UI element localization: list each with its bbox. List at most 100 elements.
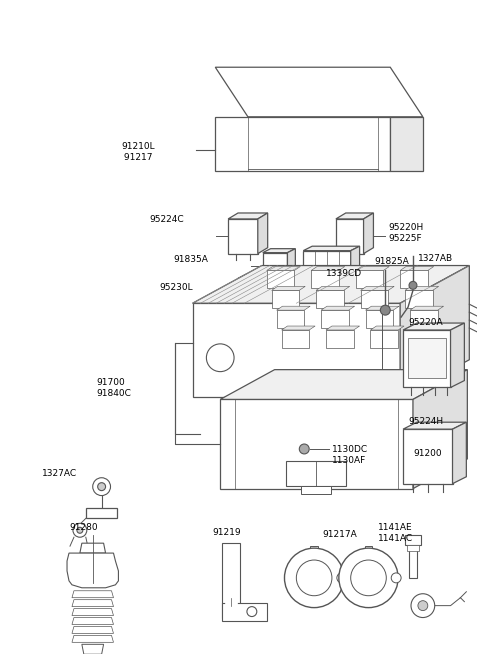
Polygon shape <box>410 306 444 310</box>
Polygon shape <box>192 265 469 304</box>
Polygon shape <box>72 608 113 616</box>
Polygon shape <box>288 249 295 279</box>
Polygon shape <box>403 330 451 388</box>
Text: 1339CD: 1339CD <box>326 269 362 277</box>
Polygon shape <box>263 253 288 279</box>
Bar <box>310 546 318 558</box>
Polygon shape <box>336 219 363 254</box>
Text: 91835A: 91835A <box>174 255 209 263</box>
Polygon shape <box>82 645 104 654</box>
Circle shape <box>247 606 257 616</box>
Bar <box>409 543 417 578</box>
Polygon shape <box>321 306 355 310</box>
Bar <box>364 546 372 558</box>
Circle shape <box>409 281 417 289</box>
Polygon shape <box>264 274 273 308</box>
Polygon shape <box>316 290 344 308</box>
Bar <box>222 543 240 618</box>
Circle shape <box>296 560 332 596</box>
Polygon shape <box>238 279 264 308</box>
Text: 91200: 91200 <box>413 449 442 458</box>
Polygon shape <box>415 330 443 348</box>
Polygon shape <box>400 265 469 397</box>
Polygon shape <box>303 251 351 281</box>
Circle shape <box>285 548 344 608</box>
Polygon shape <box>360 290 388 308</box>
Text: 91825A: 91825A <box>374 257 409 265</box>
Text: 91219: 91219 <box>212 528 241 537</box>
Polygon shape <box>400 271 428 288</box>
Polygon shape <box>400 267 434 271</box>
Circle shape <box>300 444 309 454</box>
Polygon shape <box>72 627 113 633</box>
Polygon shape <box>390 117 423 171</box>
Polygon shape <box>326 326 360 330</box>
Polygon shape <box>356 271 384 288</box>
Bar <box>222 602 267 620</box>
Circle shape <box>73 524 87 537</box>
Polygon shape <box>405 286 439 290</box>
Polygon shape <box>303 246 360 251</box>
Polygon shape <box>258 213 268 254</box>
Polygon shape <box>276 306 310 310</box>
Polygon shape <box>216 67 423 117</box>
Polygon shape <box>267 267 300 271</box>
Circle shape <box>380 306 390 315</box>
Polygon shape <box>403 429 453 484</box>
Text: 91217A: 91217A <box>322 530 357 539</box>
Text: 95224C: 95224C <box>149 215 184 224</box>
Polygon shape <box>415 326 448 330</box>
Polygon shape <box>413 370 468 489</box>
Polygon shape <box>311 271 339 288</box>
Circle shape <box>77 528 83 533</box>
Polygon shape <box>80 543 106 553</box>
Polygon shape <box>272 286 305 290</box>
Bar <box>225 546 237 606</box>
Circle shape <box>418 600 428 610</box>
Polygon shape <box>351 246 360 281</box>
Polygon shape <box>407 545 419 551</box>
Text: 95220H
95225F: 95220H 95225F <box>388 223 423 243</box>
Bar <box>301 486 331 493</box>
Polygon shape <box>405 290 433 308</box>
Polygon shape <box>403 422 467 429</box>
Circle shape <box>391 573 401 583</box>
Polygon shape <box>311 267 345 271</box>
Text: 1327AC: 1327AC <box>42 469 77 478</box>
Polygon shape <box>72 618 113 624</box>
Polygon shape <box>238 274 273 279</box>
Text: 1130DC
1130AF: 1130DC 1130AF <box>332 445 368 465</box>
Polygon shape <box>263 249 295 253</box>
Circle shape <box>351 560 386 596</box>
Polygon shape <box>360 286 394 290</box>
Polygon shape <box>410 310 438 328</box>
Bar <box>287 461 346 486</box>
Polygon shape <box>403 323 464 330</box>
Bar <box>361 558 375 564</box>
Bar <box>307 558 321 564</box>
Bar <box>408 338 445 378</box>
Circle shape <box>93 478 110 495</box>
Polygon shape <box>326 330 354 348</box>
Polygon shape <box>272 290 300 308</box>
Circle shape <box>97 483 106 491</box>
Polygon shape <box>72 600 113 606</box>
Polygon shape <box>321 310 349 328</box>
Text: 95220A: 95220A <box>408 318 443 327</box>
Polygon shape <box>276 310 304 328</box>
Polygon shape <box>192 304 400 397</box>
Polygon shape <box>453 422 467 484</box>
Circle shape <box>339 548 398 608</box>
Polygon shape <box>371 330 398 348</box>
Polygon shape <box>366 310 393 328</box>
Polygon shape <box>363 213 373 254</box>
Text: 95230L: 95230L <box>159 283 192 292</box>
Polygon shape <box>220 370 468 399</box>
Polygon shape <box>316 286 350 290</box>
Text: 91700
91840C: 91700 91840C <box>96 378 132 397</box>
Polygon shape <box>67 553 119 588</box>
Circle shape <box>206 344 234 372</box>
Polygon shape <box>228 219 258 254</box>
Text: 95224H: 95224H <box>408 417 443 426</box>
Text: 91280: 91280 <box>69 524 97 532</box>
